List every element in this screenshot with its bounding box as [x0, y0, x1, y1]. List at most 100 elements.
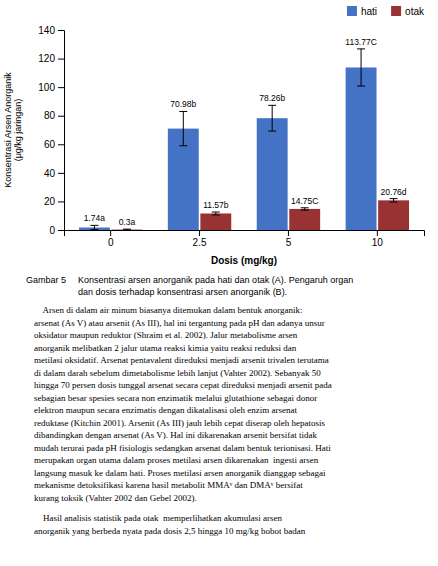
tick: 0: [49, 225, 64, 236]
series: [111, 199, 409, 230]
tick-mark: [58, 173, 64, 174]
caption-text: Konsentrasi arsen anorganik pada hati da…: [78, 274, 353, 298]
error-bar: [212, 212, 220, 215]
error-cap: [301, 207, 309, 208]
tick-mark: [58, 201, 64, 202]
error-cap: [390, 198, 398, 199]
error-bar: [90, 225, 98, 229]
paragraph: Arsen di dalam air minum biasanya ditemu…: [34, 304, 430, 504]
error-cap: [268, 105, 276, 106]
bar: [346, 67, 377, 230]
error-cap: [357, 48, 365, 49]
error-cap: [123, 230, 131, 231]
tick-label: 100: [38, 82, 55, 93]
body-line: oksidator maupun reduktor (Shraim et al.…: [34, 330, 297, 340]
tick-label: 10: [372, 237, 384, 248]
tick: 100: [38, 82, 64, 93]
tick: 80: [44, 110, 64, 121]
tick-mark: [58, 87, 64, 88]
error-bar: [268, 105, 276, 131]
error-cap: [212, 212, 220, 213]
error-line: [94, 225, 95, 229]
tick-label: 0: [108, 237, 114, 248]
body-line: arsenat (As V) atau arsenit (As III), ha…: [34, 318, 325, 328]
tick-label: 0: [49, 225, 55, 236]
tick-mark: [58, 116, 64, 117]
legend-label: otak: [405, 6, 425, 17]
tick-mark: [58, 59, 64, 60]
tick: 0: [108, 230, 114, 248]
tick-mark: [110, 230, 111, 236]
tick: 2.5: [193, 230, 207, 248]
x-axis-title: Dosis (mg/kg): [211, 255, 277, 266]
body-line: anorganik melibatkan 2 jalur utama reaks…: [34, 343, 296, 353]
tick-label: 20: [44, 196, 56, 207]
data-label: 11.57b: [203, 200, 229, 210]
legend-item: hati: [347, 6, 377, 17]
legend-swatch: [347, 6, 357, 16]
tick-label: 80: [44, 110, 56, 121]
body-line: sebagian besar spesies secara non enzima…: [34, 393, 317, 403]
chart: 02040608010012014002.55101.74a70.98b78.2…: [0, 0, 438, 272]
tick-mark: [58, 30, 64, 31]
error-cap: [390, 202, 398, 203]
data-label: 20.76d: [381, 187, 407, 197]
body-line: merupakan organ utama dalam proses metil…: [34, 455, 318, 465]
tick-label: 140: [38, 25, 55, 36]
error-cap: [123, 229, 131, 230]
tick-label: 2.5: [193, 237, 207, 248]
data-labels: 1.74a70.98b78.26b113.77C0.3a11.57b14.75C…: [84, 37, 407, 227]
body-line: dibandingkan dengan arsenat (As V). Hal …: [34, 430, 317, 440]
error-line: [393, 199, 394, 202]
error-bar: [390, 199, 398, 202]
y-axis-title-line: Konsentrasi Arsen Anorganik: [3, 72, 13, 188]
error-line: [183, 111, 184, 145]
tick: 10: [372, 230, 384, 248]
body-line: metilasi oksidatif. Arsenat pentavalent …: [34, 355, 329, 365]
error-bar: [179, 111, 187, 145]
marks: [79, 49, 409, 230]
bar: [378, 200, 409, 230]
error-cap: [268, 131, 276, 132]
caption-line: Konsentrasi arsen anorganik pada hati da…: [78, 275, 353, 285]
tick: 40: [44, 168, 64, 179]
body-text: Arsen di dalam air minum biasanya ditemu…: [0, 298, 438, 537]
legend-item: otak: [391, 6, 425, 17]
error-cap: [179, 111, 187, 112]
bar: [200, 213, 231, 230]
error-bar: [301, 208, 309, 210]
body-line: reduktase (Kitchin 2001). Arsenit (As II…: [34, 418, 325, 428]
body-line: langsung masuk ke dalam hati. Proses met…: [34, 468, 326, 478]
tick: 140: [38, 25, 64, 36]
error-bar: [123, 229, 131, 230]
tick-label: 40: [44, 168, 56, 179]
body-line: kurang toksik (Vahter 2002 dan Gebel 200…: [34, 493, 197, 503]
y-axis-title-line: (μg/kg jaringan): [13, 99, 23, 162]
series: [79, 49, 377, 230]
body-line: hingga 70 persen dosis tunggal arsenat s…: [34, 380, 332, 390]
body-line: mekanisme detoksifikasi karena hasil met…: [34, 480, 303, 490]
data-label: 1.74a: [84, 213, 106, 223]
legend: hati otak: [347, 6, 425, 17]
tick: 5: [286, 230, 292, 248]
tick: 20: [44, 196, 64, 207]
tick: 120: [38, 53, 64, 64]
data-label: 78.26b: [259, 93, 285, 103]
axis-line: [65, 231, 425, 237]
error-cap: [179, 145, 187, 146]
tick-mark: [199, 230, 200, 236]
body-line: Arsen di dalam air minum biasanya ditemu…: [34, 305, 303, 315]
caption: Gambar 5Konsentrasi arsen anorganik pada…: [0, 272, 438, 298]
legend-swatch: [391, 6, 401, 16]
body-line: Hasil analisis statistik pada otak mempe…: [34, 513, 282, 523]
error-line: [361, 49, 362, 86]
tick-label: 5: [286, 237, 292, 248]
tick-label: 120: [38, 53, 55, 64]
error-cap: [90, 225, 98, 226]
data-label: 113.77C: [345, 37, 377, 47]
data-label: 0.3a: [119, 217, 136, 227]
error-cap: [301, 210, 309, 211]
x-axis: 0 2.5 5 10: [65, 230, 425, 248]
caption-label: Gambar 5: [26, 274, 78, 298]
tick-label: 60: [44, 139, 56, 150]
